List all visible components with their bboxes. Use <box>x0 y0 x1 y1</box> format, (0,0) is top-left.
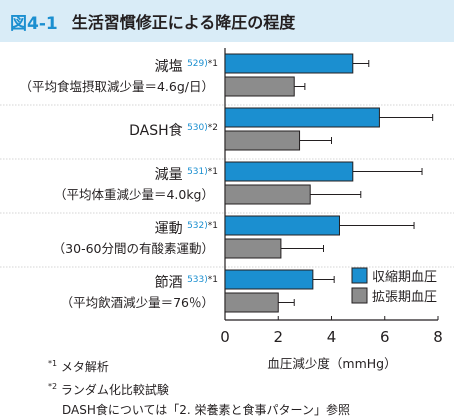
x-tick-label: 4 <box>327 328 337 346</box>
category-name: 節酒 <box>155 274 187 291</box>
legend-label: 収縮期血圧 <box>372 269 437 285</box>
category-name: 運動 <box>155 221 187 237</box>
x-tick-label: 6 <box>380 328 390 346</box>
x-tick-label: 0 <box>220 328 230 346</box>
category-label: 減量 531)*1 <box>155 166 218 183</box>
category-label: 運動 532)*1 <box>155 221 218 237</box>
bar-systolic <box>224 161 354 182</box>
bar-diastolic <box>224 130 301 151</box>
category-reference: 530) <box>187 123 208 133</box>
footnote-1: *1 メタ解析 <box>48 354 350 377</box>
bar-diastolic <box>224 184 311 205</box>
legend-swatch <box>351 287 368 304</box>
category-subtitle: （平均食塩摂取減少量＝4.6g/日） <box>19 79 214 94</box>
legend-label: 拡張期血圧 <box>372 290 437 305</box>
x-axis-title: 血圧減少度（mmHg） <box>267 356 396 371</box>
figure-title: 生活習慣修正による降圧の程度 <box>71 13 296 32</box>
bar-diastolic <box>224 292 279 313</box>
footnote-1-text: メタ解析 <box>60 360 109 374</box>
footnote-2: *2 ランダム化比較試験 <box>48 377 350 400</box>
category-subtitle: （平均体重減少量＝4.0kg） <box>54 187 214 202</box>
category-reference: 529) <box>187 59 208 69</box>
category-reference: 531) <box>187 167 208 177</box>
category-marker: *1 <box>208 167 218 177</box>
category-reference: 533) <box>187 275 208 285</box>
legend-swatch <box>351 267 368 284</box>
category-marker: *1 <box>208 221 218 231</box>
category-marker: *1 <box>208 59 218 69</box>
category-subtitle: （平均飲酒減少量＝76％） <box>61 295 214 310</box>
footnote-3-text: DASH食については「2. 栄養素と食事パターン」参照 <box>62 403 350 417</box>
category-label: DASH食 530)*2 <box>129 122 218 139</box>
bar-systolic <box>224 107 380 128</box>
category-marker: *1 <box>208 275 218 285</box>
footnote-2-text: ランダム化比較試験 <box>60 383 169 397</box>
category-marker: *2 <box>208 123 218 133</box>
category-name: 減塩 <box>155 58 187 75</box>
category-reference: 532) <box>187 221 208 231</box>
category-name: 減量 <box>155 166 187 183</box>
figure-title-bar: 図4-1 生活習慣修正による降圧の程度 <box>0 0 454 42</box>
category-label: 減塩 529)*1 <box>155 58 218 75</box>
bar-systolic <box>224 215 340 236</box>
bar-diastolic <box>224 76 295 97</box>
bar-systolic <box>224 269 314 290</box>
category-subtitle: （30-60分間の有酸素運動） <box>53 241 214 256</box>
footnotes: *1 メタ解析 *2 ランダム化比較試験 DASH食については「2. 栄養素と食… <box>48 354 350 420</box>
footnote-3: DASH食については「2. 栄養素と食事パターン」参照 <box>48 400 350 420</box>
footnote-2-marker: *2 <box>48 382 58 391</box>
x-tick-label: 8 <box>433 328 443 346</box>
bar-systolic <box>224 53 354 74</box>
category-label: 節酒 533)*1 <box>155 274 218 291</box>
bar-diastolic <box>224 238 282 259</box>
figure-number: 図4-1 <box>10 13 58 34</box>
x-tick-label: 2 <box>273 328 283 346</box>
category-name: DASH食 <box>129 122 187 139</box>
footnote-1-marker: *1 <box>48 359 58 368</box>
